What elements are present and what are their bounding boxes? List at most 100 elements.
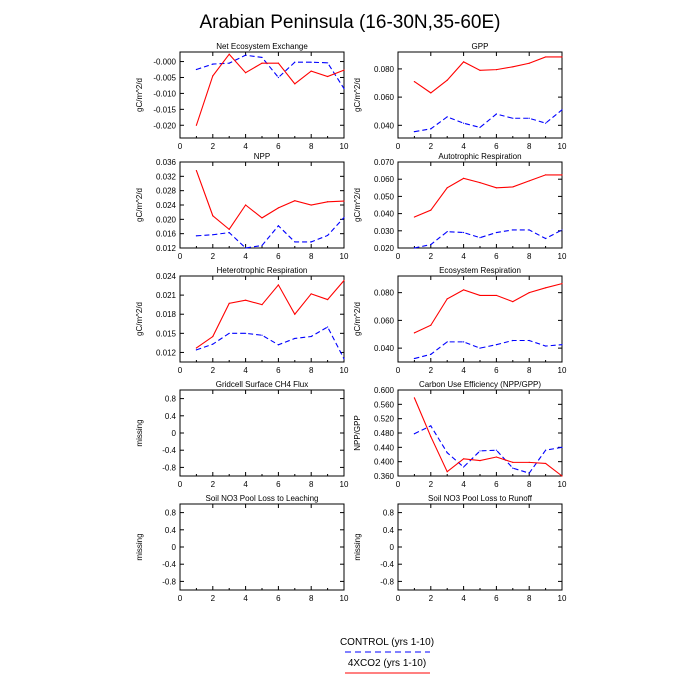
y-tick-label: -0.010 — [153, 89, 176, 98]
data-point — [528, 292, 530, 294]
data-point — [479, 450, 481, 452]
series-line-4xco2 — [195, 170, 345, 231]
y-tick-label: 0.024 — [156, 201, 177, 210]
data-point — [195, 124, 197, 126]
y-tick-label: 0.070 — [374, 158, 395, 167]
y-tick-label: 0.4 — [165, 412, 177, 421]
data-point — [528, 180, 530, 182]
y-tick-label: 0.015 — [156, 329, 177, 338]
data-point — [495, 449, 497, 451]
y-tick-label: 0 — [172, 543, 177, 552]
data-point — [479, 459, 481, 462]
panel-9: Soil NO3 Pool Loss to Runoff missing 0 2 4 6 8… — [353, 494, 567, 603]
x-tick-label: 0 — [396, 142, 401, 151]
panel-title: Ecosystem Respiration — [439, 266, 521, 275]
series-line-control — [196, 326, 345, 360]
plot-frame — [179, 51, 345, 139]
data-point — [463, 458, 465, 460]
data-point — [528, 62, 530, 64]
x-tick-label: 0 — [178, 480, 183, 489]
y-tick-label: 0.4 — [165, 526, 177, 535]
panel-5: Ecosystem Respiration gC/m^2/d 0 2 4 6 8 10 0.04… — [353, 266, 567, 375]
data-point — [430, 425, 432, 427]
x-tick-label: 4 — [461, 252, 466, 261]
x-tick-label: 10 — [340, 252, 349, 261]
panel-title: Soil NO3 Pool Loss to Runoff — [428, 494, 533, 503]
series-line-control — [414, 229, 563, 249]
y-tick-label: -0.4 — [380, 560, 394, 569]
x-tick-label: 10 — [558, 480, 567, 489]
data-point — [294, 313, 296, 315]
data-point — [413, 216, 415, 218]
series-line-4xco2 — [414, 56, 562, 94]
panel-title: GPP — [472, 42, 489, 51]
series-line-4xco2 — [195, 53, 345, 126]
data-point — [545, 237, 547, 240]
data-point — [463, 177, 465, 179]
data-point — [561, 109, 563, 111]
y-tick-label: 0.080 — [374, 65, 395, 74]
data-point — [512, 461, 514, 463]
y-tick-label: -0.4 — [162, 446, 176, 455]
data-point — [277, 76, 279, 79]
x-tick-label: 8 — [527, 252, 532, 261]
data-point — [479, 69, 481, 71]
x-tick-label: 6 — [494, 142, 499, 151]
data-point — [561, 174, 563, 176]
y-tick-label: 0.060 — [374, 175, 395, 184]
x-tick-label: 10 — [558, 142, 567, 151]
panel-title: Net Ecosystem Exchange — [216, 42, 308, 51]
x-tick-label: 0 — [178, 594, 183, 603]
y-axis-label: gC/m^2/d — [353, 302, 362, 336]
y-tick-label: -0.8 — [162, 463, 176, 472]
x-tick-label: 10 — [340, 142, 349, 151]
data-point — [277, 284, 279, 286]
y-tick-label: 0 — [390, 543, 395, 552]
data-point — [245, 299, 247, 301]
data-point — [528, 339, 530, 342]
data-point — [561, 229, 563, 231]
y-tick-label: 0.040 — [374, 121, 395, 130]
data-point — [228, 62, 230, 64]
data-point — [245, 332, 247, 334]
y-tick-label: 0.400 — [374, 458, 395, 467]
data-point — [495, 187, 497, 189]
panels: Net Ecosystem Exchange gC/m^2/d 0 2 4 6 8 10 -0.… — [135, 42, 567, 603]
data-point — [430, 353, 432, 355]
data-point — [245, 247, 247, 249]
data-point — [261, 304, 263, 306]
x-tick-label: 0 — [396, 252, 401, 261]
data-point — [545, 287, 547, 289]
data-point — [528, 229, 530, 231]
data-point — [228, 228, 230, 230]
data-point — [413, 81, 415, 83]
x-tick-label: 6 — [276, 142, 281, 151]
data-point — [463, 122, 465, 124]
panel-title: Gridcell Surface CH4 Flux — [216, 380, 308, 389]
y-axis-label: gC/m^2/d — [135, 188, 144, 222]
plot-frame — [179, 503, 345, 591]
y-tick-label: 0.028 — [156, 187, 177, 196]
data-point — [446, 79, 448, 81]
data-point — [261, 62, 263, 64]
data-point — [277, 225, 279, 227]
y-tick-label: 0.040 — [374, 210, 395, 219]
x-tick-label: 4 — [461, 594, 466, 603]
x-tick-label: 8 — [527, 480, 532, 489]
panel-4: Heterotrophic Respiration gC/m^2/d 0 2 4 6 8 10… — [135, 266, 349, 375]
x-tick-label: 6 — [276, 366, 281, 375]
y-tick-label: -0.015 — [153, 105, 176, 114]
y-tick-label: -0.020 — [153, 121, 176, 130]
data-point — [413, 131, 415, 133]
x-tick-label: 4 — [461, 480, 466, 489]
y-tick-label: 0.040 — [374, 344, 395, 353]
series-line-control — [414, 339, 563, 360]
y-tick-label: -0.8 — [380, 577, 394, 586]
y-tick-label: 0.520 — [374, 415, 395, 424]
data-point — [310, 204, 312, 206]
x-tick-label: 8 — [527, 142, 532, 151]
x-tick-label: 2 — [429, 480, 434, 489]
x-tick-label: 0 — [396, 366, 401, 375]
panel-title: NPP — [254, 152, 270, 161]
data-point — [561, 344, 563, 346]
